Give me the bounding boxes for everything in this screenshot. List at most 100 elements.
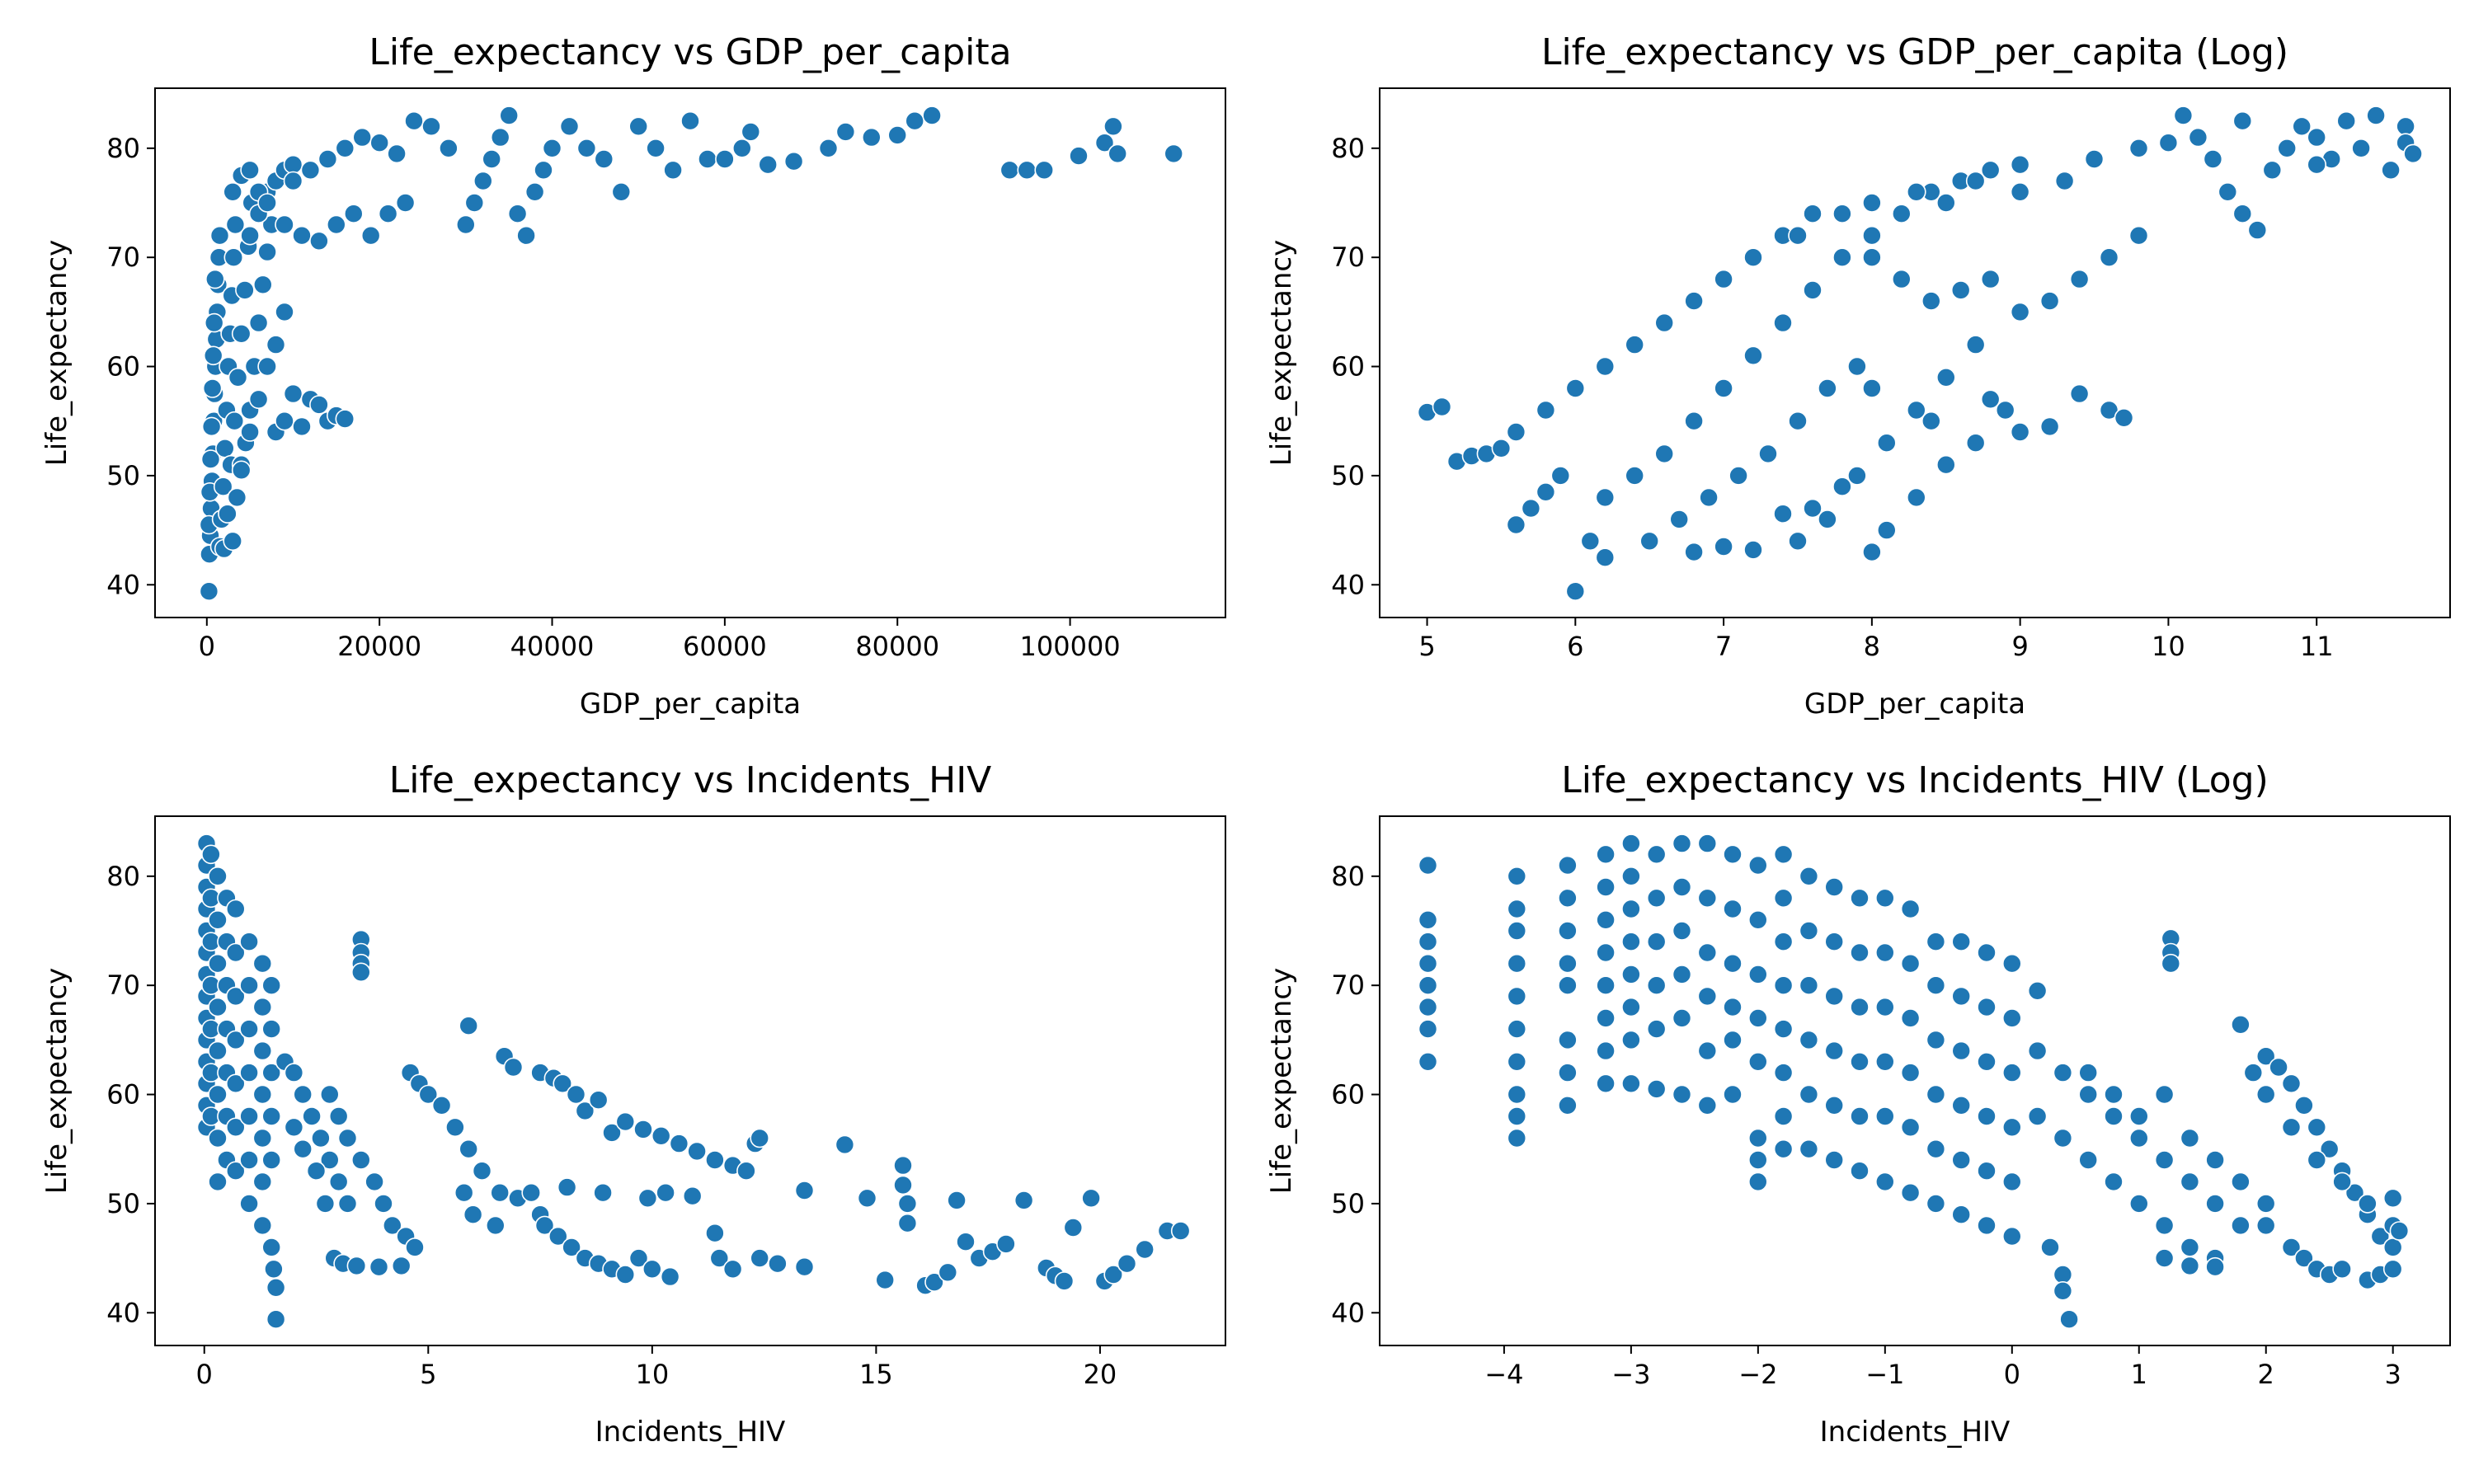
scatter-point	[1743, 247, 1763, 268]
scatter-point	[208, 1084, 228, 1105]
scatter-point	[1862, 247, 1882, 268]
subplot-title: Life_expectancy vs Incidents_HIV (Log)	[1561, 759, 2269, 801]
scatter-point	[1951, 986, 1971, 1007]
subplot-title: Life_expectancy vs GDP_per_capita	[369, 31, 1011, 73]
scatter-point	[239, 975, 259, 995]
scatter-point	[1117, 1253, 1137, 1274]
scatter-point	[2084, 149, 2105, 169]
scatter-point	[611, 182, 632, 202]
scatter-point	[1921, 411, 1941, 431]
scatter-point	[1646, 932, 1667, 951]
x-tick-label: −4	[1484, 1359, 1523, 1390]
scatter-point	[2054, 171, 2075, 191]
scatter-point	[302, 1106, 322, 1126]
x-tick-label: 7	[1715, 631, 1732, 662]
scatter-point	[228, 367, 248, 387]
scatter-point	[472, 1161, 492, 1181]
scatter-point	[1506, 422, 1526, 442]
scatter-point	[2205, 1256, 2225, 1277]
scatter-point	[1507, 953, 1527, 974]
scatter-point	[2180, 1256, 2200, 1276]
scatter-point	[275, 411, 294, 431]
scatter-point	[1017, 160, 1037, 181]
scatter-point	[2078, 1150, 2098, 1170]
scatter-point	[1926, 975, 1946, 995]
scatter-point	[2382, 1259, 2403, 1280]
y-tick-label: 60	[106, 351, 140, 383]
y-axis-label: Life_expectancy	[1265, 968, 1298, 1194]
scatter-point	[1875, 1106, 1895, 1126]
scatter-point	[275, 302, 294, 322]
scatter-point	[1824, 1150, 1844, 1170]
scatter-point	[1799, 921, 1819, 941]
scatter-point	[835, 122, 856, 142]
scatter-point	[2319, 1139, 2340, 1159]
scatter-points	[1417, 106, 2423, 602]
scatter-point	[1965, 433, 1986, 453]
scatter-point	[2002, 1008, 2022, 1028]
scatter-point	[199, 581, 219, 602]
scatter-point	[319, 1150, 340, 1170]
y-tick-label: 80	[106, 133, 140, 164]
scatter-point	[1803, 280, 1823, 300]
scatter-point	[459, 1139, 479, 1159]
scatter-point	[2114, 407, 2134, 428]
scatter-point	[1418, 1052, 1438, 1072]
scatter-point	[1521, 498, 1541, 519]
scatter-point	[2382, 1237, 2403, 1257]
scatter-point	[421, 116, 441, 137]
scatter-point	[1621, 1073, 1641, 1094]
scatter-point	[818, 139, 839, 158]
scatter-point	[1094, 133, 1115, 153]
scatter-point	[1824, 1040, 1844, 1061]
scatter-point	[741, 122, 761, 142]
scatter-point	[266, 1309, 286, 1329]
scatter-points	[199, 106, 1183, 602]
plot-frame	[1379, 87, 2451, 618]
scatter-point	[1748, 1150, 1768, 1170]
scatter-point	[2027, 981, 2048, 1001]
x-tick-label: 6	[1567, 631, 1583, 662]
scatter-point	[1596, 1008, 1616, 1028]
scatter-point	[1892, 269, 1912, 289]
scatter-point	[1818, 378, 1837, 398]
scatter-point	[2292, 116, 2312, 137]
scatter-point	[698, 149, 717, 169]
scatter-point	[1926, 932, 1946, 951]
scatter-point	[1803, 498, 1823, 519]
scatter-point	[1977, 1106, 1997, 1126]
scatter-point	[1936, 454, 1956, 475]
scatter-point	[208, 1172, 228, 1192]
y-tick-label: 40	[106, 1297, 140, 1328]
scatter-point	[240, 225, 260, 246]
scatter-point	[315, 1194, 336, 1214]
scatter-point	[2010, 302, 2030, 322]
scatter-point	[208, 910, 228, 930]
scatter-point	[464, 193, 485, 213]
scatter-point	[1714, 269, 1733, 289]
scatter-point	[252, 997, 273, 1017]
scatter-point	[2332, 1259, 2352, 1280]
scatter-point	[1921, 291, 1941, 311]
scatter-point	[1723, 953, 1743, 974]
x-tick-label: 5	[420, 1359, 436, 1390]
scatter-point	[1164, 143, 1183, 164]
scatter-point	[593, 1182, 613, 1203]
scatter-point	[1773, 888, 1794, 909]
scatter-point	[2053, 1063, 2073, 1082]
subplot-title: Life_expectancy vs Incidents_HIV	[389, 759, 992, 801]
scatter-point	[1596, 1073, 1616, 1094]
scatter-point	[1936, 193, 1956, 213]
scatter-point	[1980, 389, 2001, 410]
scatter-point	[257, 356, 277, 377]
scatter-point	[1877, 433, 1897, 453]
scatter-point	[2336, 110, 2356, 131]
scatter-point	[1832, 204, 1852, 224]
scatter-point	[2370, 1226, 2391, 1247]
x-tick-label: 1	[2131, 1359, 2147, 1390]
scatter-point	[1432, 397, 1452, 417]
scatter-point	[1684, 411, 1704, 431]
scatter-point	[1580, 531, 1601, 552]
scatter-point	[1558, 888, 1578, 909]
